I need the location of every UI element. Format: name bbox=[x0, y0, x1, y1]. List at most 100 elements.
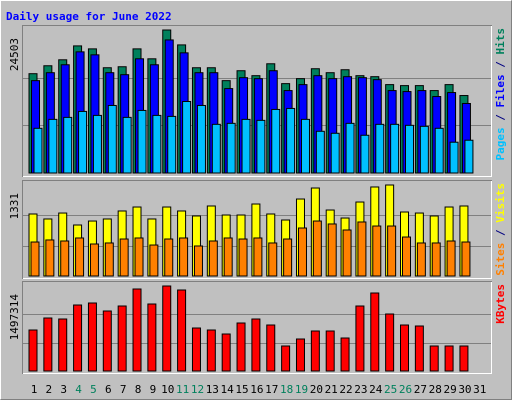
bar bbox=[236, 322, 246, 372]
x-tick-label: 7 bbox=[120, 383, 127, 396]
legend: Sites / Visits bbox=[494, 183, 507, 276]
bar bbox=[122, 116, 132, 174]
bar bbox=[355, 305, 365, 372]
x-tick-label: 29 bbox=[443, 383, 456, 396]
x-tick-label: 8 bbox=[135, 383, 142, 396]
x-tick-label: 10 bbox=[161, 383, 174, 396]
x-tick-label: 3 bbox=[60, 383, 67, 396]
x-tick-label: 6 bbox=[105, 383, 112, 396]
y-tick-label: 24503 bbox=[8, 38, 21, 71]
bar bbox=[286, 107, 296, 174]
bar bbox=[375, 123, 385, 174]
bar bbox=[87, 302, 97, 372]
bar bbox=[434, 127, 444, 174]
bar bbox=[446, 240, 456, 277]
bar bbox=[241, 118, 251, 174]
bar bbox=[300, 118, 310, 174]
bar bbox=[429, 345, 439, 372]
x-tick-label: 5 bbox=[90, 383, 97, 396]
bar bbox=[33, 127, 43, 174]
bar bbox=[402, 236, 411, 277]
x-tick-label: 18 bbox=[280, 383, 293, 396]
bar bbox=[107, 104, 117, 174]
bar bbox=[325, 330, 335, 372]
bar bbox=[43, 317, 53, 372]
bar bbox=[400, 324, 409, 372]
bar bbox=[330, 132, 340, 174]
bar bbox=[206, 329, 216, 372]
legend-entry: Sites bbox=[494, 243, 507, 276]
bar bbox=[147, 303, 157, 372]
bar bbox=[208, 240, 218, 277]
panel-bevel bbox=[23, 181, 492, 279]
x-tick-label: 16 bbox=[250, 383, 263, 396]
bar bbox=[464, 139, 474, 174]
bar bbox=[152, 114, 162, 174]
bar bbox=[283, 238, 293, 277]
bar bbox=[387, 225, 397, 277]
bar bbox=[390, 123, 400, 174]
bar bbox=[238, 238, 248, 277]
bar bbox=[297, 227, 307, 277]
bar bbox=[30, 241, 40, 277]
bar bbox=[119, 238, 129, 277]
bar bbox=[253, 237, 263, 277]
bar bbox=[281, 345, 291, 372]
bar bbox=[179, 237, 189, 277]
legend-separator: / bbox=[494, 223, 507, 243]
legend-separator: / bbox=[494, 55, 507, 75]
bar bbox=[132, 288, 142, 372]
panel-bevel bbox=[23, 282, 492, 374]
bar bbox=[226, 122, 236, 174]
bar bbox=[75, 237, 85, 277]
bar bbox=[312, 220, 322, 277]
x-tick-label: 28 bbox=[429, 383, 442, 396]
x-tick-label: 24 bbox=[369, 383, 383, 396]
legend: KBytes bbox=[494, 284, 507, 324]
bar bbox=[357, 221, 367, 277]
bar bbox=[28, 329, 38, 372]
bar bbox=[251, 318, 261, 372]
x-tick-label: 20 bbox=[310, 383, 323, 396]
x-tick-label: 30 bbox=[458, 383, 471, 396]
bar bbox=[385, 313, 395, 372]
x-tick-label: 15 bbox=[235, 383, 248, 396]
x-tick-label: 4 bbox=[75, 383, 82, 396]
y-tick-label: 1331 bbox=[8, 193, 21, 220]
bar bbox=[134, 237, 144, 277]
x-tick-label: 26 bbox=[399, 383, 412, 396]
x-tick-label: 12 bbox=[191, 383, 204, 396]
bar bbox=[63, 116, 73, 174]
x-tick-label: 1 bbox=[31, 383, 38, 396]
x-tick-label: 22 bbox=[339, 383, 352, 396]
bar bbox=[372, 225, 382, 277]
bar bbox=[223, 237, 233, 277]
bar bbox=[461, 241, 471, 277]
bar bbox=[177, 289, 187, 372]
bar bbox=[221, 333, 231, 372]
x-tick-label: 31 bbox=[473, 383, 486, 396]
bar bbox=[193, 245, 203, 277]
x-tick-label: 27 bbox=[414, 383, 427, 396]
bar bbox=[431, 242, 441, 277]
bar bbox=[48, 118, 58, 174]
x-tick-label: 11 bbox=[176, 383, 189, 396]
bar bbox=[167, 115, 177, 174]
bar bbox=[137, 109, 147, 174]
bar bbox=[196, 104, 206, 174]
bar bbox=[162, 285, 172, 372]
bar bbox=[295, 338, 305, 372]
bar bbox=[444, 345, 454, 372]
bar bbox=[268, 242, 278, 277]
y-tick-label: 1497314 bbox=[8, 294, 21, 341]
bar bbox=[340, 337, 350, 372]
bar bbox=[342, 229, 352, 277]
x-tick-label: 14 bbox=[221, 383, 235, 396]
bar bbox=[45, 239, 55, 277]
bar bbox=[89, 243, 99, 277]
bar bbox=[315, 130, 325, 174]
x-tick-label: 13 bbox=[206, 383, 219, 396]
legend-entry: Hits bbox=[494, 28, 507, 55]
